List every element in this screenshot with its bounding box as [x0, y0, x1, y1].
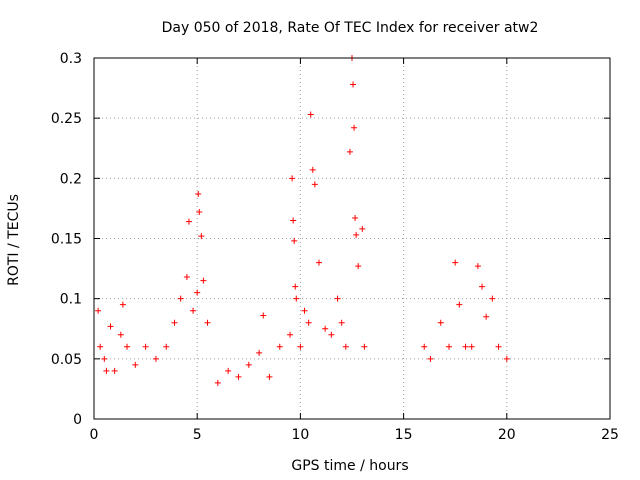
data-point — [421, 343, 428, 350]
data-point — [437, 319, 444, 326]
data-point — [256, 349, 263, 356]
y-tick-label: 0 — [73, 412, 82, 428]
data-point — [309, 166, 316, 173]
data-point — [452, 259, 459, 266]
data-point — [214, 379, 221, 386]
data-point — [124, 343, 131, 350]
data-point — [185, 218, 192, 225]
y-tick-label: 0.05 — [51, 352, 82, 368]
data-point — [468, 343, 475, 350]
data-point — [171, 319, 178, 326]
data-point — [489, 295, 496, 302]
data-point — [495, 343, 502, 350]
data-point — [103, 367, 110, 374]
y-tick-label: 0.3 — [60, 51, 82, 67]
data-point — [350, 81, 357, 88]
data-point — [142, 343, 149, 350]
data-point — [287, 331, 294, 338]
data-point — [446, 343, 453, 350]
data-point — [338, 319, 345, 326]
y-tick-label: 0.1 — [60, 292, 82, 308]
data-point — [334, 295, 341, 302]
data-point — [322, 325, 329, 332]
data-point — [117, 331, 124, 338]
data-point — [292, 283, 299, 290]
y-tick-label: 0.25 — [51, 111, 82, 127]
data-point — [291, 237, 298, 244]
x-tick-label: 25 — [601, 427, 619, 443]
data-point — [307, 111, 314, 118]
data-point — [359, 225, 366, 232]
data-point — [483, 313, 490, 320]
data-point — [293, 295, 300, 302]
data-point — [107, 323, 114, 330]
x-tick-label: 20 — [498, 427, 516, 443]
data-point — [301, 307, 308, 314]
x-tick-label: 10 — [291, 427, 309, 443]
data-point — [196, 209, 203, 216]
data-point — [225, 367, 232, 374]
data-point — [119, 301, 126, 308]
data-point — [198, 233, 205, 240]
data-point — [361, 343, 368, 350]
x-axis-label: GPS time / hours — [291, 458, 408, 474]
data-point — [353, 231, 360, 238]
data-point — [200, 277, 207, 284]
data-point — [194, 289, 201, 296]
data-point — [190, 307, 197, 314]
data-point — [245, 361, 252, 368]
data-point — [462, 343, 469, 350]
data-point — [297, 343, 304, 350]
data-point — [183, 274, 190, 281]
data-point — [346, 148, 353, 155]
data-point — [352, 215, 359, 222]
data-points — [95, 55, 510, 386]
data-point — [177, 295, 184, 302]
y-tick-label: 0.2 — [60, 171, 82, 187]
x-tick-label: 15 — [395, 427, 413, 443]
data-point — [427, 355, 434, 362]
data-point — [503, 355, 510, 362]
chart-title: Day 050 of 2018, Rate Of TEC Index for r… — [162, 20, 539, 36]
x-tick-label: 5 — [193, 427, 202, 443]
data-point — [456, 301, 463, 308]
y-tick-label: 0.15 — [51, 232, 82, 248]
x-tick-label: 0 — [90, 427, 99, 443]
grid-layer — [94, 58, 610, 419]
data-point — [95, 307, 102, 314]
data-point — [479, 283, 486, 290]
data-point — [235, 373, 242, 380]
data-point — [305, 319, 312, 326]
data-point — [132, 361, 139, 368]
y-axis-label: ROTI / TECUs — [6, 194, 22, 286]
data-point — [355, 263, 362, 270]
data-point — [290, 217, 297, 224]
data-point — [204, 319, 211, 326]
data-point — [111, 367, 118, 374]
data-point — [328, 331, 335, 338]
data-point — [163, 343, 170, 350]
data-point — [474, 263, 481, 270]
data-point — [266, 373, 273, 380]
data-point — [351, 124, 358, 131]
x-tick-labels: 0 5 10 15 20 25 — [90, 427, 619, 443]
data-point — [101, 355, 108, 362]
data-point — [260, 312, 267, 319]
data-point — [342, 343, 349, 350]
data-point — [97, 343, 104, 350]
tick-marks — [93, 57, 611, 420]
plot-frame — [93, 57, 611, 420]
data-point — [276, 343, 283, 350]
y-tick-labels: 0 0.05 0.1 0.15 0.2 0.25 0.3 — [51, 51, 82, 428]
data-point — [315, 259, 322, 266]
data-point — [195, 190, 202, 197]
data-point — [311, 181, 318, 188]
data-point — [289, 175, 296, 182]
data-point — [152, 355, 159, 362]
